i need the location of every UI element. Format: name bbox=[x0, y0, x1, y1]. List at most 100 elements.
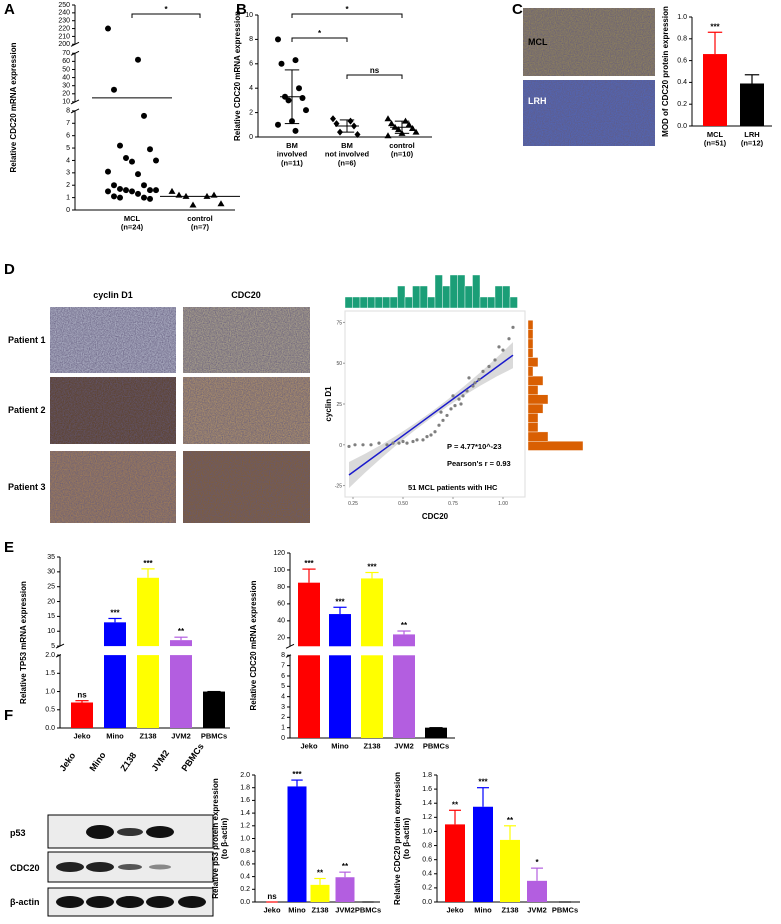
x-tick-label: PBMCs bbox=[552, 906, 578, 915]
y-tick-label: 0.4 bbox=[677, 79, 687, 86]
blot-band bbox=[117, 828, 143, 836]
y-tick-label: 1 bbox=[281, 725, 285, 732]
significance-bracket bbox=[346, 74, 403, 79]
point bbox=[105, 188, 111, 195]
x-tick-label: Jeko bbox=[300, 742, 318, 751]
point bbox=[421, 438, 425, 442]
point bbox=[397, 441, 401, 445]
point bbox=[141, 112, 147, 119]
y-tick-label: 1.4 bbox=[422, 800, 432, 807]
point bbox=[497, 345, 501, 349]
y-tick-label: 6 bbox=[249, 61, 253, 68]
point bbox=[405, 121, 413, 128]
y-tick-label: 0 bbox=[249, 134, 253, 141]
x-tick-label: Z138 bbox=[501, 906, 518, 915]
significance-label: *** bbox=[304, 559, 314, 568]
y-tick-label: 5 bbox=[281, 683, 285, 690]
significance-label: ns bbox=[267, 892, 277, 901]
point bbox=[330, 115, 336, 123]
point bbox=[123, 154, 129, 161]
y-tick-label: 15 bbox=[47, 613, 55, 620]
x-histogram-bar bbox=[472, 274, 481, 309]
panel-label: A bbox=[4, 1, 15, 18]
image-label: LRH bbox=[528, 96, 547, 106]
significance-label: *** bbox=[143, 559, 153, 568]
y-tick-label: 220 bbox=[58, 25, 70, 32]
point bbox=[347, 117, 354, 125]
y-histogram-bar bbox=[527, 413, 539, 423]
point bbox=[384, 115, 392, 122]
x-tick-label: Mino bbox=[106, 732, 124, 741]
row-label: Patient 3 bbox=[8, 482, 46, 492]
blot-band bbox=[146, 896, 174, 908]
significance-label: *** bbox=[335, 597, 345, 606]
x-tick-label: 1.00 bbox=[498, 501, 508, 507]
y-tick-label: 2 bbox=[281, 714, 285, 721]
ihc-texture bbox=[50, 451, 176, 523]
y-tick-label: 0.8 bbox=[422, 842, 432, 849]
x-histogram-bar bbox=[502, 285, 511, 309]
point bbox=[465, 389, 469, 393]
y-tick-label: 10 bbox=[62, 99, 70, 106]
y-tick-label: 0.5 bbox=[45, 707, 55, 714]
y-tick-label: 1.0 bbox=[240, 835, 250, 842]
x-tick-label: control (n=7) bbox=[187, 214, 212, 232]
x-tick-label: LRH (n=12) bbox=[741, 130, 764, 148]
point bbox=[333, 120, 340, 128]
bar bbox=[335, 877, 355, 902]
point bbox=[401, 439, 405, 444]
blot-band bbox=[86, 862, 114, 872]
point bbox=[217, 200, 225, 207]
y-histogram-bar bbox=[527, 375, 544, 386]
y-histogram-bar bbox=[527, 403, 544, 414]
y-histogram-bar bbox=[527, 394, 549, 405]
point bbox=[411, 439, 415, 444]
point bbox=[278, 60, 285, 67]
point bbox=[189, 201, 197, 208]
x-histogram-bar bbox=[404, 296, 413, 309]
bar bbox=[298, 582, 320, 738]
point bbox=[388, 120, 395, 127]
point bbox=[445, 413, 449, 418]
point bbox=[384, 132, 392, 139]
y-axis-label: MOD of CDC20 protein expression bbox=[661, 6, 670, 137]
x-histogram-bar bbox=[419, 285, 428, 309]
y-tick-label: 1 bbox=[66, 194, 70, 201]
point bbox=[473, 381, 477, 385]
x-tick-label: Z138 bbox=[139, 732, 156, 741]
y-tick-label: 4 bbox=[249, 85, 253, 92]
y-tick-label: 2 bbox=[249, 109, 253, 116]
y-tick-label: 4 bbox=[281, 693, 285, 700]
y-tick-label: 1.8 bbox=[240, 785, 250, 792]
y-tick-label: 4 bbox=[66, 157, 70, 164]
y-tick-label: 0 bbox=[66, 207, 70, 214]
point bbox=[135, 190, 141, 197]
x-tick-label: BM involved (n=11) bbox=[277, 141, 308, 167]
row-label: Patient 2 bbox=[8, 405, 46, 415]
y-tick-label: 0.0 bbox=[422, 899, 432, 906]
y-tick-label: 7 bbox=[281, 662, 285, 669]
ihc-texture bbox=[183, 451, 310, 523]
x-tick-label: PBMCs bbox=[355, 906, 381, 915]
y-axis-label: Relative CDC20 protein expression(to β-a… bbox=[393, 772, 411, 905]
y-tick-label: 0.8 bbox=[240, 848, 250, 855]
y-tick-label: 7 bbox=[66, 120, 70, 127]
x-tick-label: BM not involved (n=6) bbox=[325, 141, 370, 167]
y-tick-label: 80 bbox=[277, 584, 285, 591]
point bbox=[487, 364, 491, 369]
y-histogram-bar bbox=[527, 431, 549, 442]
y-tick-label: 6 bbox=[66, 133, 70, 140]
point bbox=[353, 443, 357, 447]
point bbox=[405, 441, 409, 445]
y-tick-label: 10 bbox=[245, 12, 253, 19]
x-tick-label: JVM2 bbox=[171, 732, 191, 741]
x-axis-label: CDC20 bbox=[422, 512, 449, 521]
y-tick-label: 20 bbox=[47, 598, 55, 605]
point bbox=[354, 131, 361, 139]
point bbox=[347, 444, 351, 449]
x-histogram-bar bbox=[479, 296, 488, 309]
y-tick-label: 240 bbox=[58, 10, 70, 17]
x-tick-label: control (n=10) bbox=[389, 141, 414, 159]
row-label: Patient 1 bbox=[8, 335, 46, 345]
point bbox=[275, 36, 281, 43]
